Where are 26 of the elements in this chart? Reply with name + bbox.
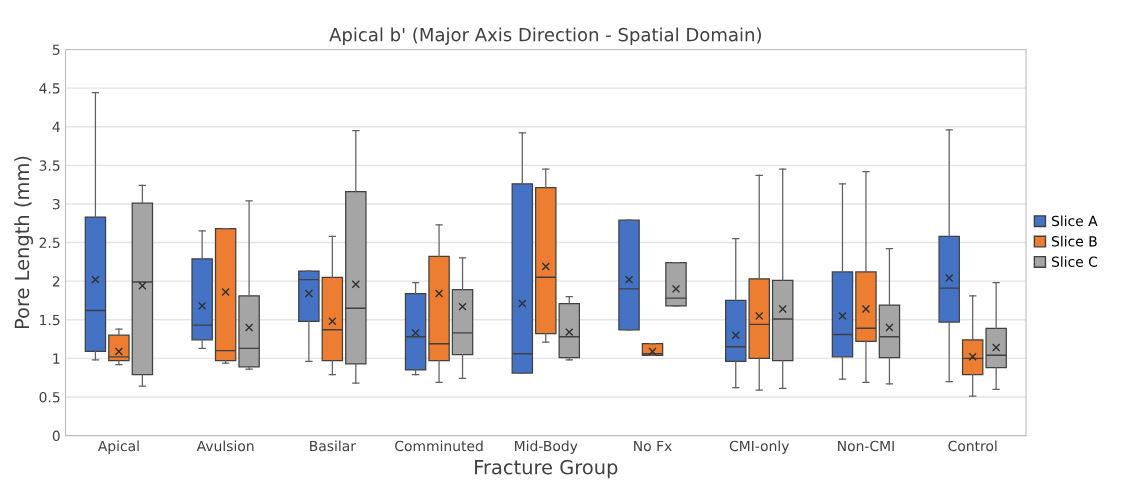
y-tick-label: 0.5 xyxy=(39,391,60,403)
y-tick-label: 3 xyxy=(52,198,60,210)
legend-label: Slice A xyxy=(1051,215,1098,227)
x-tick-label: Non-CMI xyxy=(838,440,894,452)
y-tick-label: 1 xyxy=(53,353,60,364)
x-tick-label: CMI-only xyxy=(729,440,790,454)
chart-title: Apical b' (Major Axis Direction - Spatial Domain) xyxy=(329,27,761,45)
legend-label: Slice B xyxy=(1051,235,1097,247)
legend-label: Slice C xyxy=(1051,256,1098,267)
y-axis-title: Pore Length (mm) xyxy=(14,156,34,329)
y-tick-label: 3.5 xyxy=(39,160,60,171)
y-tick-label: 2 xyxy=(52,276,60,287)
y-tick-label: 2.5 xyxy=(39,237,60,249)
y-tick-label: 1.5 xyxy=(40,314,60,326)
y-tick-label: 4 xyxy=(52,121,60,132)
x-tick-label: Avulsion xyxy=(196,440,254,452)
y-tick-label: 5 xyxy=(52,44,60,55)
x-tick-label: Basilar xyxy=(310,440,356,452)
x-tick-label: Mid-Body xyxy=(515,440,578,454)
x-tick-label: Control xyxy=(948,440,997,452)
y-tick-label: 4.5 xyxy=(39,83,60,94)
y-tick-label: 0 xyxy=(52,430,60,442)
x-tick-label: No Fx xyxy=(634,440,672,452)
x-axis-title: Fracture Group xyxy=(475,459,618,479)
x-tick-label: Apical xyxy=(97,440,139,454)
x-tick-label: Comminuted xyxy=(395,440,483,452)
